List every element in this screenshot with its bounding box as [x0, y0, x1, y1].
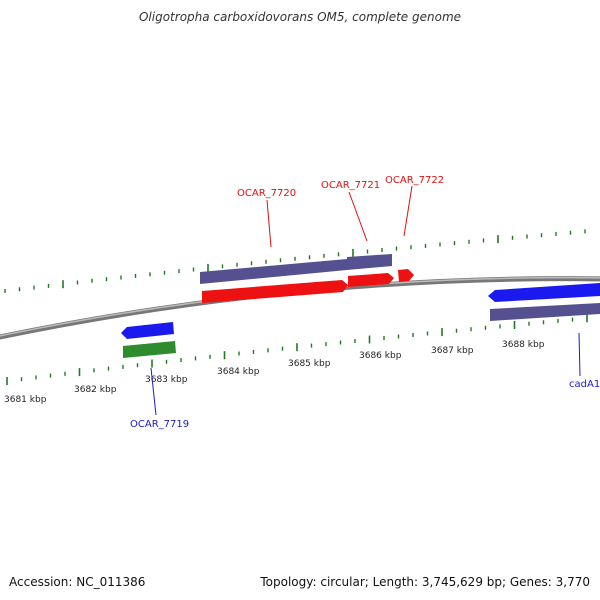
label-ocar-7719[interactable]: OCAR_7719: [130, 419, 189, 430]
tick-label: 3685 kbp: [288, 359, 331, 369]
pointer-ocar-7722: [403, 185, 413, 237]
cds-bar-upper-left[interactable]: [200, 259, 347, 284]
gene-ocar-7722[interactable]: [398, 269, 414, 282]
label-ocar-7720[interactable]: OCAR_7720: [237, 188, 296, 199]
label-cada1[interactable]: cadA1: [569, 379, 600, 390]
lower-tick-row: [6, 314, 588, 385]
gene-ocar-7720[interactable]: [202, 280, 348, 303]
tick-labels: 3681 kbp 3682 kbp 3683 kbp 3684 kbp 3685 kbp…: [4, 340, 545, 405]
gene-cada1[interactable]: [488, 283, 600, 302]
map-title: Oligotropha carboxidovorans OM5, complet…: [138, 10, 462, 24]
cds-bar-upper-right[interactable]: [347, 254, 392, 270]
tick-label: 3687 kbp: [431, 346, 474, 356]
tick-label: 3683 kbp: [145, 375, 188, 385]
pointer-ocar-7720: [266, 199, 272, 248]
rrna-bar-ocar-7719[interactable]: [123, 341, 176, 358]
accession-text: Accession: NC_011386: [9, 575, 146, 589]
tick-label: 3681 kbp: [4, 395, 47, 405]
tick-label: 3684 kbp: [217, 367, 260, 377]
genome-summary-text: Topology: circular; Length: 3,745,629 bp…: [260, 575, 590, 589]
tick-label: 3688 kbp: [502, 340, 545, 350]
upper-tick-row: [4, 229, 586, 293]
gene-ocar-7721[interactable]: [348, 273, 394, 287]
tick-label: 3686 kbp: [359, 351, 402, 361]
pointer-ocar-7721: [348, 191, 368, 242]
label-ocar-7721[interactable]: OCAR_7721: [321, 180, 380, 191]
pointer-ocar-7719: [150, 367, 157, 416]
pointer-cada1: [578, 332, 581, 377]
tick-label: 3682 kbp: [74, 385, 117, 395]
label-ocar-7722[interactable]: OCAR_7722: [385, 175, 444, 186]
gene-ocar-7719[interactable]: [121, 322, 174, 339]
cds-bar-lower-right[interactable]: [490, 303, 600, 321]
